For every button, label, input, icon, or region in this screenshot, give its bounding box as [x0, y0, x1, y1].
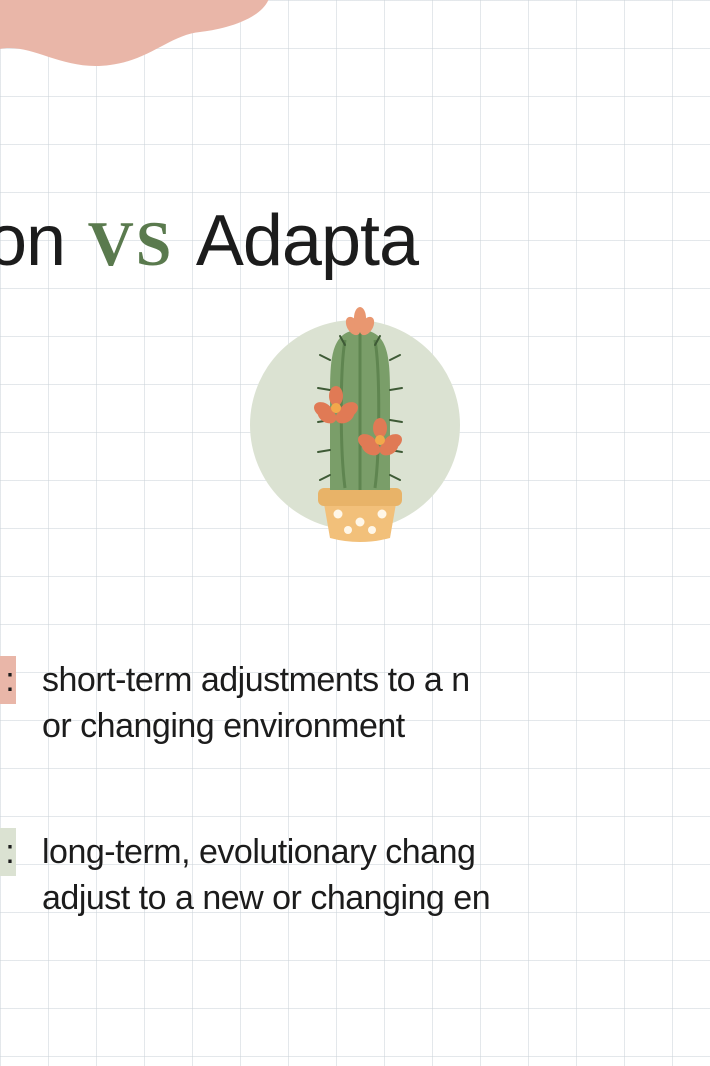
page: imation VS Adapta	[0, 0, 710, 1066]
title-right-word: Adapta	[196, 200, 418, 282]
definition-1-colon: :	[0, 658, 20, 702]
definition-2-text: long-term, evolutionary chang adjust to …	[42, 830, 490, 922]
cactus-illustration	[290, 300, 430, 550]
top-blob-shape	[0, 0, 300, 110]
cactus-icon	[290, 300, 430, 550]
definition-1-line2: or changing environment	[42, 707, 405, 745]
definition-1-text: short-term adjustments to a n or changin…	[42, 658, 470, 750]
title-left-word: imation	[0, 200, 65, 282]
definition-2-line1: long-term, evolutionary chang	[42, 833, 475, 871]
title-row: imation VS Adapta	[0, 200, 710, 282]
definition-2-colon: :	[0, 830, 20, 874]
definition-2-line2: adjust to a new or changing en	[42, 879, 490, 917]
definition-1-line1: short-term adjustments to a n	[42, 661, 470, 699]
title-vs: VS	[88, 207, 174, 281]
